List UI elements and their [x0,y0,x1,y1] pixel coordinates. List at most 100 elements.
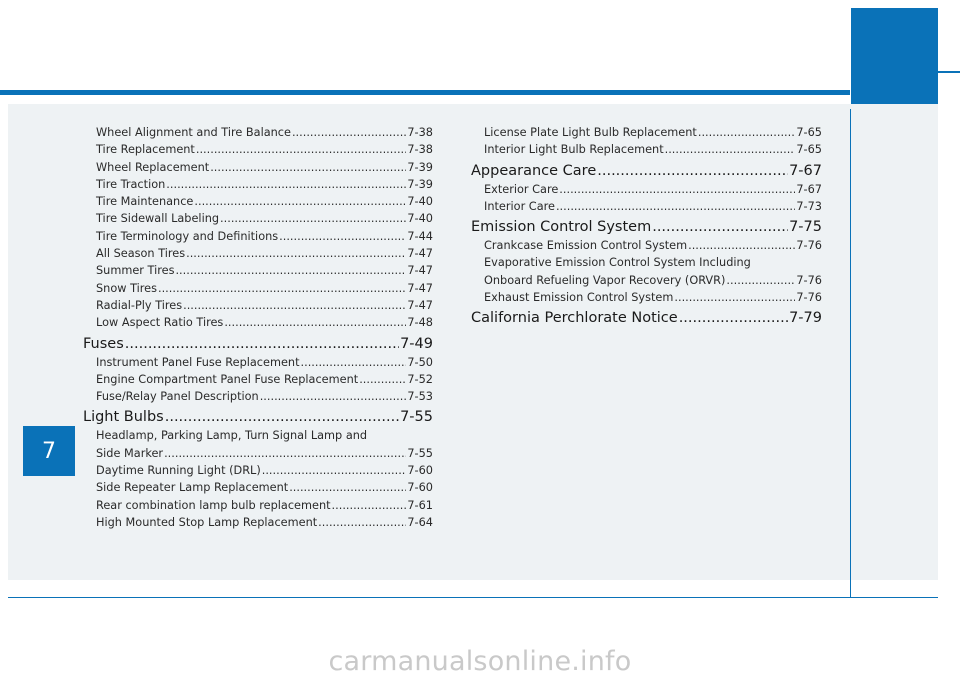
section-title: Appearance Care [471,162,597,179]
toc-entry-page: 7-44 [407,229,433,243]
toc-entry-title: Wheel Replacement [96,160,210,174]
toc-entry-page: 7-64 [407,515,433,529]
toc-entry-page: 7-47 [407,264,433,278]
toc-entry[interactable]: Fuse/Relay Panel Description 7-53 [83,388,433,405]
toc-entry[interactable]: Wheel Replacement 7-39 [83,159,433,176]
toc-entry-page: 7-65 [796,143,822,157]
toc-entry[interactable]: Tire Maintenance 7-40 [83,193,433,210]
toc-entry-page: 7-39 [407,160,433,174]
vertical-accent-rule [850,109,851,597]
toc-entry[interactable]: Instrument Panel Fuse Replacement 7-50 [83,354,433,371]
leader-dots [186,245,406,262]
toc-entry-title: Summer Tires [96,264,175,278]
toc-right-column: License Plate Light Bulb Replacement 7-65… [471,124,822,328]
leader-dots [679,308,788,328]
toc-section-light-bulbs[interactable]: Light Bulbs 7-55 [83,407,433,427]
toc-entry[interactable]: License Plate Light Bulb Replacement 7-65 [471,124,822,141]
toc-entry-page: 7-67 [796,182,822,196]
section-page: 7-55 [400,409,433,426]
toc-entry-page: 7-52 [407,372,433,386]
leader-dots [332,497,407,514]
leader-dots [698,124,796,141]
toc-entry[interactable]: High Mounted Stop Lamp Replacement 7-64 [83,514,433,531]
toc-entry-first-line[interactable]: Headlamp, Parking Lamp, Turn Signal Lamp… [96,429,368,443]
section-page: 7-75 [789,219,822,236]
leader-dots [289,479,406,496]
leader-dots [292,124,406,141]
toc-entry[interactable]: Daytime Running Light (DRL) 7-60 [83,462,433,479]
toc-entry-page: 7-60 [407,481,433,495]
chapter-number-tab: 7 [23,426,75,476]
toc-entry[interactable]: Interior Light Bulb Replacement 7-65 [471,141,822,158]
toc-entry-page: 7-60 [407,464,433,478]
leader-dots [674,289,795,306]
toc-entry[interactable]: Engine Compartment Panel Fuse Replacemen… [83,371,433,388]
toc-entry[interactable]: Side Marker 7-55 [83,445,433,462]
toc-entry-page: 7-61 [407,498,433,512]
toc-entry-page: 7-40 [407,212,433,226]
leader-dots [318,514,406,531]
toc-entry[interactable]: Tire Sidewall Labeling 7-40 [83,210,433,227]
leader-dots [165,407,399,427]
toc-entry-page: 7-76 [796,273,822,287]
toc-entry-title: Daytime Running Light (DRL) [96,464,261,478]
toc-entry-title: Onboard Refueling Vapor Recovery (ORVR) [484,273,726,287]
toc-entry[interactable]: Crankcase Emission Control System 7-76 [471,237,822,254]
toc-entry-title: Exhaust Emission Control System [484,291,674,305]
toc-entry-title: Exterior Care [484,182,559,196]
corner-tab-block [851,8,938,109]
leader-dots [166,176,406,193]
toc-entry-title: Tire Replacement [96,143,195,157]
toc-section-california-perchlorate[interactable]: California Perchlorate Notice 7-79 [471,308,822,328]
leader-dots [175,262,406,279]
toc-entry[interactable]: Tire Traction 7-39 [83,176,433,193]
toc-entry[interactable]: Low Aspect Ratio Tires 7-48 [83,314,433,331]
leader-dots [688,237,795,254]
toc-entry-title: Fuse/Relay Panel Description [96,390,259,404]
toc-entry[interactable]: Rear combination lamp bulb replacement 7-… [83,497,433,514]
toc-entry-title: License Plate Light Bulb Replacement [484,126,697,139]
toc-entry-page: 7-47 [407,247,433,261]
toc-entry[interactable]: Interior Care 7-73 [471,198,822,215]
leader-dots [301,354,407,371]
toc-entry[interactable]: Tire Terminology and Definitions 7-44 [83,228,433,245]
toc-section-fuses[interactable]: Fuses 7-49 [83,334,433,354]
toc-entry[interactable]: Onboard Refueling Vapor Recovery (ORVR) 7… [471,272,822,289]
leader-dots [652,217,788,237]
leader-dots [597,161,788,181]
leader-dots [359,371,406,388]
leader-dots [224,314,406,331]
toc-entry[interactable]: Exterior Care 7-67 [471,181,822,198]
toc-entry[interactable]: All Season Tires 7-47 [83,245,433,262]
toc-entry[interactable]: Radial-Ply Tires 7-47 [83,297,433,314]
toc-entry-first-line[interactable]: Evaporative Emission Control System Incl… [484,256,751,270]
toc-section-emission-control[interactable]: Emission Control System 7-75 [471,217,822,237]
toc-entry-title: Rear combination lamp bulb replacement [96,498,331,512]
toc-entry-title: Tire Maintenance [96,195,194,209]
toc-entry[interactable]: Summer Tires 7-47 [83,262,433,279]
toc-entry[interactable]: Side Repeater Lamp Replacement 7-60 [83,479,433,496]
section-title: California Perchlorate Notice [471,310,678,327]
toc-entry-page: 7-38 [407,126,433,139]
toc-entry-title: Crankcase Emission Control System [484,239,688,253]
toc-entry-title: Interior Care [484,199,555,213]
toc-entry-title: Side Repeater Lamp Replacement [96,481,289,495]
toc-entry-page: 7-47 [407,281,433,295]
section-title: Fuses [83,335,124,352]
toc-section-appearance-care[interactable]: Appearance Care 7-67 [471,161,822,181]
toc-entry[interactable]: Snow Tires 7-47 [83,280,433,297]
section-title: Light Bulbs [83,409,164,426]
toc-left-column: Wheel Alignment and Tire Balance 7-38 Tir… [83,124,433,531]
toc-entry[interactable]: Wheel Alignment and Tire Balance 7-38 [83,124,433,141]
toc-entry-page: 7-73 [796,199,822,213]
toc-entry-title: Interior Light Bulb Replacement [484,143,664,157]
toc-entry[interactable]: Tire Replacement 7-38 [83,141,433,158]
leader-dots [194,193,406,210]
toc-entry-title: Tire Traction [96,177,166,191]
bottom-accent-rule [8,597,938,598]
leader-dots [210,159,406,176]
toc-entry-title: All Season Tires [96,247,186,261]
toc-entry[interactable]: Exhaust Emission Control System 7-76 [471,289,822,306]
leader-dots [220,210,406,227]
toc-entry-title: Tire Terminology and Definitions [96,229,279,243]
